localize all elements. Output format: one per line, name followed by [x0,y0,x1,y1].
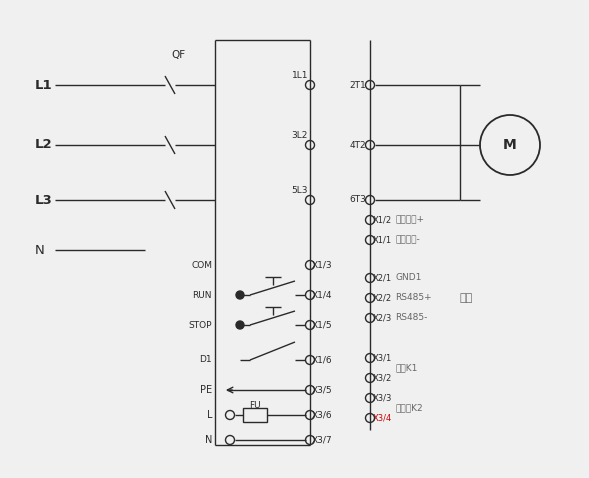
Text: N: N [204,435,212,445]
Text: 通讯: 通讯 [460,293,473,303]
Text: X3/3: X3/3 [373,393,392,402]
FancyBboxPatch shape [243,408,267,422]
Text: RS485-: RS485- [395,314,428,323]
Text: 1L1: 1L1 [292,71,308,80]
Text: 6T3: 6T3 [349,196,366,205]
Text: RUN: RUN [193,291,212,300]
Text: 2T1: 2T1 [349,80,366,89]
Text: X1/4: X1/4 [312,291,333,300]
Circle shape [236,321,244,329]
Text: STOP: STOP [188,321,212,329]
Text: X2/1: X2/1 [373,273,392,282]
Text: 4T2: 4T2 [349,141,366,150]
Text: X1/1: X1/1 [373,236,392,245]
Text: 3L2: 3L2 [292,131,308,140]
Text: N: N [35,243,45,257]
Text: QF: QF [171,50,185,60]
Text: X1/6: X1/6 [312,356,333,365]
Text: X3/4: X3/4 [373,413,392,423]
Text: X3/5: X3/5 [312,385,333,394]
Text: FU: FU [249,401,261,410]
Text: X1/5: X1/5 [312,321,333,329]
Text: RS485+: RS485+ [395,293,432,303]
Circle shape [236,291,244,299]
Text: M: M [503,138,517,152]
Text: 5L3: 5L3 [292,186,308,195]
Text: L2: L2 [35,139,52,152]
Text: X1/2: X1/2 [373,216,392,225]
Text: PE: PE [200,385,212,395]
Text: X1/3: X1/3 [312,261,333,270]
Text: X3/2: X3/2 [373,373,392,382]
Text: 故障K1: 故障K1 [395,363,418,372]
Text: 可编程K2: 可编程K2 [395,403,423,413]
Text: X3/6: X3/6 [312,411,333,420]
Text: 模拟输出+: 模拟输出+ [395,216,424,225]
Text: X3/7: X3/7 [312,435,333,445]
Text: COM: COM [191,261,212,270]
Text: L3: L3 [35,194,53,206]
Text: X2/3: X2/3 [373,314,392,323]
Text: L1: L1 [35,78,52,91]
Text: L: L [207,410,212,420]
Text: D1: D1 [199,356,212,365]
Text: X2/2: X2/2 [373,293,392,303]
Text: 模拟输出-: 模拟输出- [395,236,420,245]
Text: X3/1: X3/1 [373,354,392,362]
Text: GND1: GND1 [395,273,421,282]
